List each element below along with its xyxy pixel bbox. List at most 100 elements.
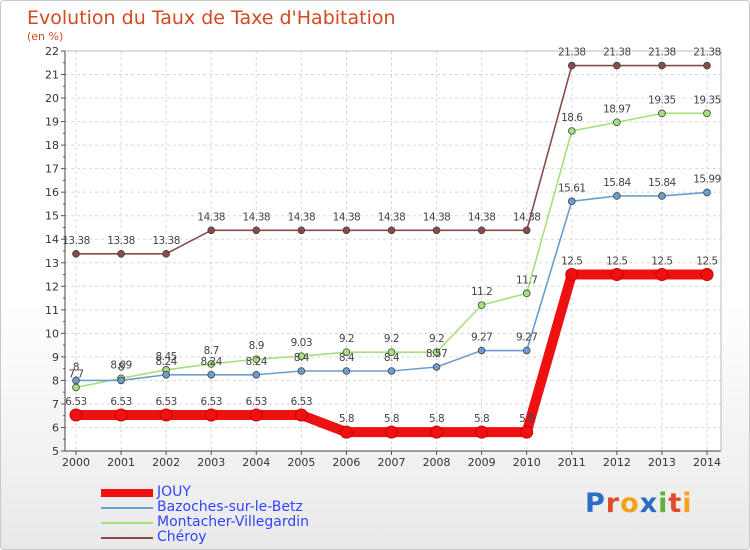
y-tick-label: 8	[52, 374, 59, 387]
data-label: 9.03	[291, 337, 312, 349]
data-label: 15.84	[603, 177, 631, 189]
data-point	[69, 408, 83, 422]
data-label: 9.2	[384, 333, 399, 345]
data-label: 19.35	[648, 94, 676, 106]
x-tick-label: 2008	[423, 456, 451, 469]
y-tick-label: 14	[45, 233, 59, 246]
data-point	[522, 346, 531, 355]
chart-title: Evolution du Taux de Taxe d'Habitation	[27, 7, 396, 29]
proxiti-logo: Proxiti	[585, 488, 693, 519]
legend-swatch	[101, 507, 153, 509]
y-tick-label: 6	[52, 421, 59, 434]
data-point	[477, 226, 486, 235]
data-point	[565, 268, 579, 282]
data-point	[522, 226, 531, 235]
x-tick-label: 2013	[648, 456, 676, 469]
data-label: 5.8	[339, 413, 354, 425]
logo-letter: i	[658, 488, 669, 519]
data-point	[613, 61, 621, 70]
data-point	[385, 425, 398, 439]
data-point	[342, 348, 351, 356]
data-point	[72, 383, 80, 392]
data-label: 13.38	[152, 235, 180, 247]
x-tick-label: 2000	[62, 456, 90, 469]
data-point	[72, 376, 80, 385]
data-point	[477, 346, 486, 355]
data-label: 5.8	[429, 413, 444, 425]
data-label: 6.53	[201, 396, 222, 408]
data-point	[387, 348, 396, 356]
data-point	[252, 355, 261, 364]
legend-swatch	[101, 489, 153, 497]
data-point	[613, 118, 621, 127]
data-point	[522, 289, 531, 298]
y-tick-label: 9	[52, 351, 59, 364]
plot-area	[65, 51, 721, 451]
data-label: 5.8	[519, 413, 534, 425]
data-label: 9.27	[516, 332, 537, 344]
y-tick-label: 17	[45, 163, 59, 176]
legend-label: JOUY	[157, 484, 191, 500]
data-label: 8.09	[110, 359, 131, 371]
data-label: 9.2	[429, 333, 444, 345]
y-tick-label: 5	[52, 445, 59, 458]
data-label: 8.4	[294, 352, 310, 364]
data-label: 8	[73, 361, 79, 373]
x-tick-label: 2011	[558, 456, 586, 469]
data-point	[432, 363, 441, 371]
data-point	[72, 250, 80, 258]
data-label: 6.53	[291, 396, 312, 408]
data-point	[339, 425, 353, 439]
data-point	[703, 109, 711, 118]
data-label: 14.38	[197, 211, 225, 223]
data-label: 6.53	[65, 396, 86, 408]
data-label: 15.99	[693, 173, 721, 185]
data-point	[159, 408, 173, 422]
y-tick-label: 21	[45, 69, 59, 82]
x-tick-label: 2009	[468, 456, 496, 469]
data-point	[117, 376, 125, 385]
data-point	[703, 188, 711, 197]
data-point	[700, 268, 714, 282]
data-label: 18.97	[603, 103, 631, 115]
data-point	[520, 425, 534, 439]
data-label: 8.45	[155, 351, 176, 363]
data-point	[613, 192, 621, 200]
data-point	[567, 127, 576, 135]
data-point	[658, 109, 666, 118]
data-label: 14.38	[333, 211, 361, 223]
data-point	[207, 360, 216, 368]
data-label: 11.2	[471, 286, 492, 298]
y-tick-label: 22	[45, 45, 59, 58]
x-tick-label: 2004	[242, 456, 270, 469]
x-tick-label: 2005	[287, 456, 315, 469]
y-tick-label: 16	[45, 186, 59, 199]
data-label: 21.38	[603, 47, 631, 59]
data-label: 19.35	[693, 94, 721, 106]
y-tick-label: 19	[45, 116, 59, 129]
logo-letter: x	[639, 488, 659, 519]
data-point	[249, 408, 263, 422]
data-label: 12.5	[561, 256, 582, 268]
data-label: 8	[118, 361, 124, 373]
data-point	[387, 367, 396, 375]
data-label: 15.84	[648, 177, 676, 189]
x-tick-label: 2006	[332, 456, 360, 469]
y-tick-label: 20	[45, 92, 59, 105]
data-label: 14.38	[243, 211, 271, 223]
data-label: 12.5	[606, 256, 627, 268]
data-label: 7.7	[68, 368, 83, 380]
data-point	[297, 226, 306, 235]
data-point	[342, 367, 351, 375]
data-point	[567, 61, 576, 70]
data-label: 14.38	[423, 211, 451, 223]
logo-letter: r	[605, 488, 621, 519]
data-point	[342, 226, 351, 235]
data-label: 8.4	[384, 352, 400, 364]
data-label: 15.61	[558, 182, 586, 194]
y-tick-label: 15	[45, 210, 59, 223]
data-point	[655, 268, 669, 282]
y-tick-label: 13	[45, 257, 59, 270]
data-point	[658, 192, 666, 200]
